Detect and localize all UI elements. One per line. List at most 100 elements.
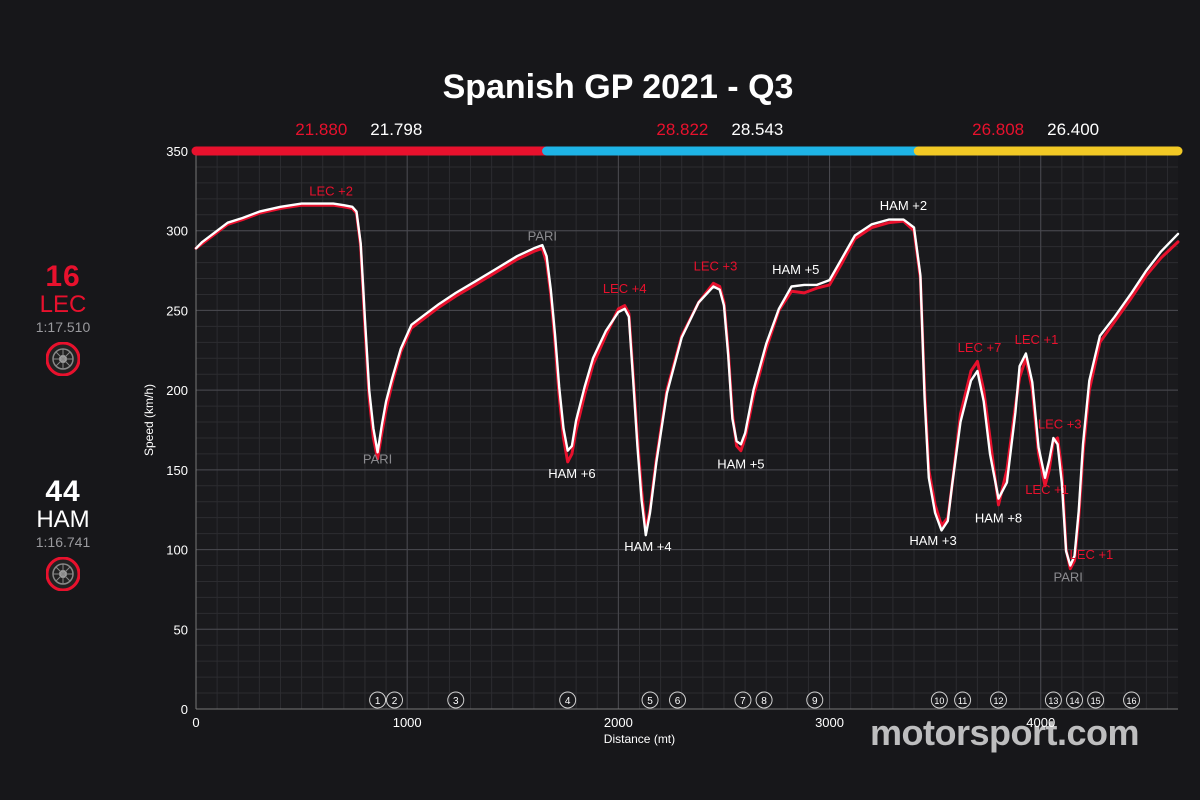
- corner-circle: [386, 691, 404, 709]
- corner-circle: [930, 691, 948, 709]
- y-tick-label: 0: [181, 702, 188, 717]
- chart-title: Spanish GP 2021 - Q3: [443, 68, 794, 106]
- corner-circle: [559, 691, 577, 709]
- corner-marker: 14: [1066, 691, 1084, 709]
- annotation-label: LEC +1: [1015, 332, 1059, 347]
- annotation-label: HAM +3: [909, 533, 956, 548]
- corner-label: 12: [993, 696, 1003, 706]
- corner-circle: [1123, 691, 1141, 709]
- corner-label: 16: [1127, 696, 1137, 706]
- sector-time-lec: 28.822: [656, 120, 708, 139]
- corner-circle: [755, 691, 773, 709]
- sector-time-ham: 21.798: [370, 120, 422, 139]
- corner-label: 1: [375, 696, 381, 707]
- corner-label: 3: [453, 696, 459, 707]
- y-tick-label: 50: [174, 622, 188, 637]
- corner-marker: 8: [755, 691, 773, 709]
- annotation-label: HAM +6: [548, 466, 595, 481]
- corner-circle: [734, 691, 752, 709]
- corner-label: 9: [812, 696, 818, 707]
- corner-circle: [806, 691, 824, 709]
- driver-block-lec: 16 LEC 1:17.510: [18, 262, 108, 376]
- corner-label: 15: [1091, 696, 1101, 706]
- corner-label: 14: [1070, 696, 1080, 706]
- corner-label: 5: [647, 696, 653, 707]
- annotation-label: HAM +5: [717, 456, 764, 471]
- annotation-label: LEC +3: [694, 259, 738, 274]
- corner-label: 4: [565, 696, 571, 707]
- corner-circle: [1066, 691, 1084, 709]
- x-tick-label: 1000: [393, 715, 422, 730]
- series-line-lec: [194, 203, 1180, 571]
- corner-label: 11: [958, 696, 967, 706]
- sector-time-lec: 21.880: [295, 120, 347, 139]
- x-tick-label: 3000: [815, 715, 844, 730]
- corner-marker: 12: [989, 691, 1007, 709]
- corner-marker: 3: [447, 691, 465, 709]
- sector-time-ham: 26.400: [1047, 120, 1099, 139]
- annotation-label: LEC +1: [1025, 482, 1069, 497]
- annotation-label: LEC +2: [309, 184, 353, 199]
- annotation-label: PARI: [528, 228, 557, 243]
- y-tick-label: 250: [166, 303, 188, 318]
- y-tick-label: 200: [166, 383, 188, 398]
- corner-label: 8: [761, 696, 767, 707]
- annotation-label: LEC +7: [958, 340, 1002, 355]
- x-tick-label: 2000: [604, 715, 633, 730]
- corner-circle: [641, 691, 659, 709]
- corner-marker: 1: [369, 691, 387, 709]
- minor-grid: [195, 150, 1178, 710]
- corner-circle: [668, 691, 686, 709]
- soft-tyre-icon: [46, 342, 80, 376]
- corner-marker: 2: [386, 691, 404, 709]
- corner-marker: 6: [668, 691, 686, 709]
- x-tick-label: 0: [192, 715, 199, 730]
- corner-marker: 9: [806, 691, 824, 709]
- driver-code: HAM: [36, 506, 90, 533]
- annotation-label: HAM +5: [772, 262, 819, 277]
- corner-marker: 13: [1044, 691, 1062, 709]
- corner-marker: 16: [1123, 691, 1141, 709]
- corner-label: 6: [675, 696, 681, 707]
- x-tick-label: 4000: [1026, 715, 1055, 730]
- annotation-label: HAM +8: [975, 510, 1022, 525]
- corner-circle: [1087, 691, 1105, 709]
- annotation-label: PARI: [363, 451, 392, 466]
- corner-circle: [989, 691, 1007, 709]
- sector-time-lec: 26.808: [972, 120, 1024, 139]
- corner-circle: [369, 691, 387, 709]
- driver-lap-time: 1:16.741: [35, 534, 91, 550]
- y-tick-label: 300: [166, 224, 188, 239]
- annotation-label: LEC +1: [1070, 547, 1114, 562]
- plot-area: [196, 151, 1178, 709]
- annotation-label: HAM +4: [624, 539, 671, 554]
- corner-label: 10: [934, 696, 944, 706]
- y-axis-label: Speed (km/h): [142, 384, 156, 456]
- annotation-label: LEC +4: [603, 281, 647, 296]
- annotation-label: HAM +2: [880, 198, 927, 213]
- driver-lap-time: 1:17.510: [35, 319, 91, 335]
- watermark: motorsport.com: [870, 712, 1140, 753]
- corner-circle: [447, 691, 465, 709]
- annotation-label: PARI: [1053, 569, 1082, 584]
- corner-circle: [954, 691, 972, 709]
- corner-label: 13: [1048, 696, 1058, 706]
- soft-tyre-icon: [46, 557, 80, 591]
- corner-marker: 15: [1087, 691, 1105, 709]
- y-tick-label: 350: [166, 144, 188, 159]
- sector-time-ham: 28.543: [731, 120, 783, 139]
- y-tick-label: 100: [166, 543, 188, 558]
- x-axis-label: Distance (mt): [604, 732, 675, 746]
- driver-number: 16: [45, 260, 81, 293]
- corner-marker: 11: [954, 691, 972, 709]
- corner-marker: 5: [641, 691, 659, 709]
- corner-label: 7: [740, 696, 746, 707]
- corner-marker: 7: [734, 691, 752, 709]
- y-tick-label: 150: [166, 463, 188, 478]
- corner-marker: 4: [559, 691, 577, 709]
- series-line-ham: [194, 202, 1180, 567]
- driver-number: 44: [45, 475, 81, 508]
- annotation-label: LEC +3: [1038, 416, 1082, 431]
